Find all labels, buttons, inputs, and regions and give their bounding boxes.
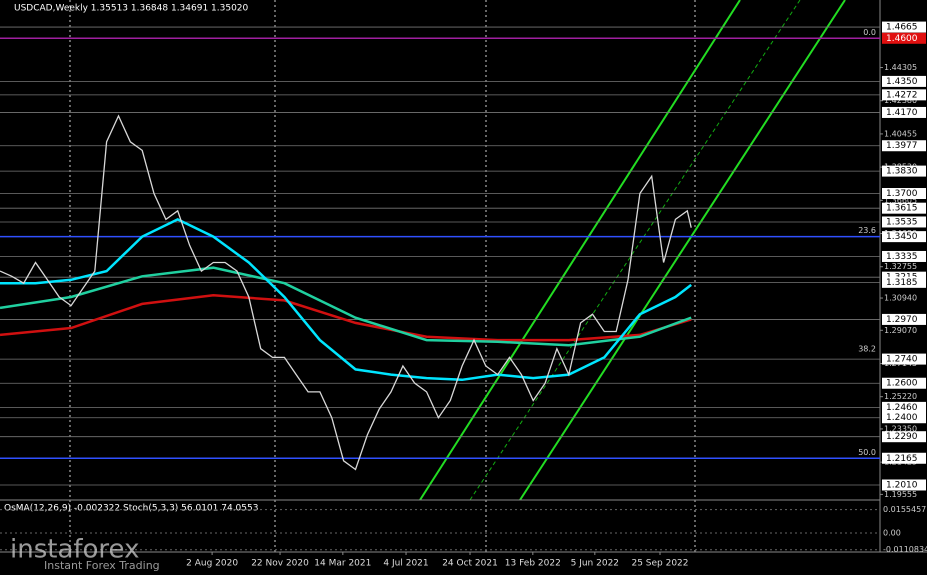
level-label: 1.4272 [886, 90, 918, 100]
chart-title: USDCAD,Weekly 1.35513 1.36848 1.34691 1.… [14, 4, 249, 14]
y-tick-label: 1.44305 [884, 63, 917, 72]
y-tick-label: 1.30940 [884, 294, 917, 303]
level-label: 1.3185 [886, 278, 918, 288]
level-label-box [882, 89, 926, 101]
channel-lines [419, 0, 846, 501]
level-label: 1.3830 [886, 167, 918, 177]
y-tick-label: 1.40455 [884, 129, 917, 138]
level-label-box [882, 32, 926, 44]
level-label-box [882, 188, 926, 200]
moving-average [0, 294, 692, 342]
level-label: 1.4665 [886, 23, 918, 33]
level-label-box [882, 75, 926, 87]
y-tick-label: 1.19555 [884, 490, 917, 499]
osc-tick-label: 0.0155457 [883, 505, 926, 514]
moving-average [0, 218, 692, 382]
level-label-box [882, 231, 926, 243]
level-label-box [882, 165, 926, 177]
watermark-logo: instaforex [10, 535, 139, 565]
moving-average [0, 266, 692, 347]
level-label: 1.3450 [886, 232, 918, 242]
y-tick-label: 1.23350 [884, 424, 917, 433]
level-label: 1.3615 [886, 204, 918, 214]
level-label: 1.3535 [886, 217, 918, 227]
level-label: 1.2970 [886, 315, 918, 325]
level-label: 1.2400 [886, 413, 918, 423]
level-label: 1.3700 [886, 189, 918, 199]
price-line [0, 114, 692, 471]
x-tick-label: 4 Jul 2021 [383, 559, 428, 569]
level-label-box [882, 21, 926, 33]
level-label-box [882, 276, 926, 288]
level-label-box [882, 452, 926, 464]
level-label: 1.2460 [886, 403, 918, 413]
level-label-box [882, 353, 926, 365]
oscillator-title: OsMA(12,26,9) -0.002322 Stoch(5,3,3) 56.… [4, 504, 258, 514]
level-label-box [882, 377, 926, 389]
level-label-box [882, 431, 926, 443]
y-tick-label: 1.32755 [884, 262, 917, 271]
x-tick-label: 5 Jun 2022 [571, 559, 619, 569]
x-tick-label: 2 Aug 2020 [186, 559, 238, 569]
level-label-box [882, 401, 926, 413]
level-label: 1.2290 [886, 432, 918, 442]
level-label: 1.2740 [886, 355, 918, 365]
x-tick-label: 22 Nov 2020 [251, 559, 309, 569]
level-label: 1.4170 [886, 108, 918, 118]
x-tick-label: 14 Mar 2021 [314, 559, 371, 569]
fib-label: 0.0 [863, 28, 876, 37]
osc-tick-label: 0.00 [883, 529, 901, 538]
level-label-box [882, 216, 926, 228]
level-label-box [882, 106, 926, 118]
level-label-box [882, 140, 926, 152]
level-label: 1.3335 [886, 252, 918, 262]
level-label-box [882, 412, 926, 424]
x-tick-label: 25 Sep 2022 [631, 559, 688, 569]
period-separators [69, 0, 696, 552]
x-tick-label: 13 Feb 2022 [505, 559, 561, 569]
level-label: 1.2165 [886, 454, 918, 464]
level-label-box [882, 479, 926, 491]
watermark-tagline: Instant Forex Trading [44, 559, 160, 572]
fib-label: 50.0 [858, 448, 876, 457]
y-tick-label: 1.29070 [884, 326, 917, 335]
level-label-box [882, 313, 926, 325]
y-tick-label: 1.25220 [884, 392, 917, 401]
level-label: 1.3977 [886, 141, 918, 151]
fib-label: 23.6 [858, 226, 876, 235]
osc-tick-label: -0.0110834 [883, 545, 927, 554]
level-label-box [882, 202, 926, 214]
level-label: 1.2010 [886, 480, 918, 490]
y-tick-label: 1.42380 [884, 96, 917, 105]
level-label: 1.4350 [886, 77, 918, 87]
level-label: 1.4600 [886, 34, 918, 44]
level-label-box [882, 250, 926, 262]
fib-label: 38.2 [858, 344, 876, 353]
level-label: 1.2600 [886, 379, 918, 389]
y-tick-label: 1.36605 [884, 196, 917, 205]
x-tick-label: 24 Oct 2021 [442, 559, 498, 569]
